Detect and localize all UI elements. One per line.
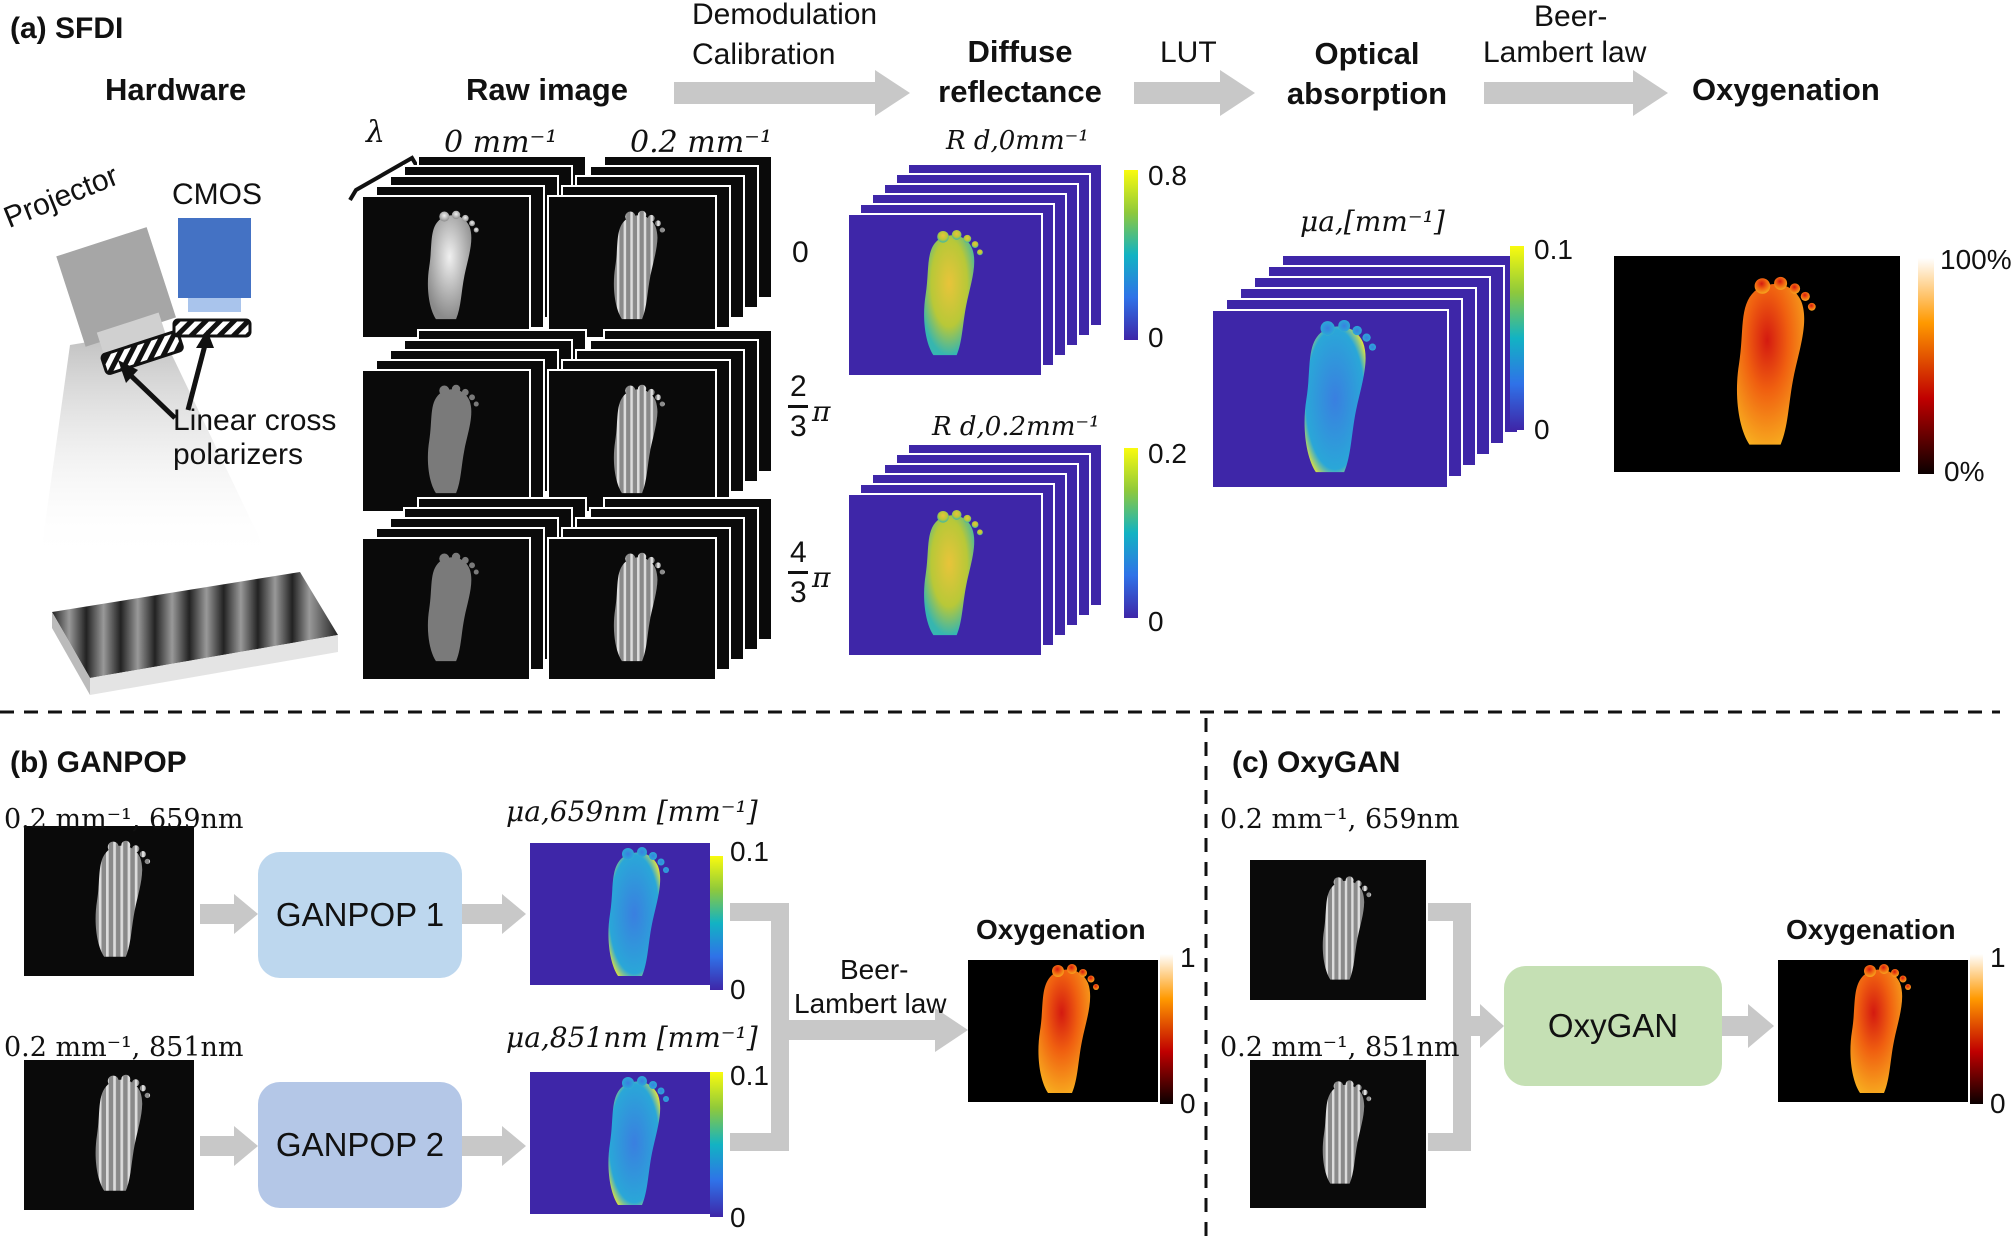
ganpop-beer-label: Beer- xyxy=(840,954,909,985)
mua-stack xyxy=(1211,254,1519,489)
header-hardware: Hardware xyxy=(105,72,247,107)
arrow-lut xyxy=(1134,70,1255,116)
polarizers-label-2: polarizers xyxy=(173,438,304,471)
panel-b-title: (b) GANPOP xyxy=(10,746,187,779)
phase-label-4-den: 3 xyxy=(790,576,807,609)
ganpop-oxy-title: Oxygenation xyxy=(976,914,1146,945)
header-raw-image: Raw image xyxy=(466,72,628,107)
phase-label-4-num: 4 xyxy=(790,536,807,569)
freq-label-0: 0 mm⁻¹ xyxy=(444,125,558,160)
diffuse-stack-02 xyxy=(847,443,1103,657)
ganpop-input1-label: 0.2 mm⁻¹, 659nm xyxy=(4,804,244,835)
polarizers-label-1: Linear cross xyxy=(173,404,337,437)
phase-label-4-bar xyxy=(788,571,808,574)
arrow-label-lambert: Lambert law xyxy=(1483,36,1647,69)
colorbar-rd0 xyxy=(1124,170,1138,340)
colorbar-oxy-a xyxy=(1918,258,1934,474)
rd0-max: 0.8 xyxy=(1148,160,1187,191)
freq-label-02: 0.2 mm⁻¹ xyxy=(630,125,773,160)
phase-label-4-pi: π xyxy=(812,561,831,594)
arrow-label-calibration: Calibration xyxy=(692,38,836,71)
ganpop-1-box: GANPOP 1 xyxy=(258,852,462,978)
phase-label-0: 0 xyxy=(792,236,809,269)
ganpop-out2-max: 0.1 xyxy=(730,1060,769,1091)
ganpop-graphics xyxy=(24,826,1173,1217)
rd02-label: R d,0.2mm⁻¹ xyxy=(932,412,1100,442)
diffuse-stack-0 xyxy=(847,163,1103,377)
oxy-a-min: 0% xyxy=(1944,456,1985,487)
phase-label-2-bar xyxy=(788,405,808,408)
oxygan-oxy-title: Oxygenation xyxy=(1786,914,1956,945)
ganpop-out1-min: 0 xyxy=(730,974,746,1005)
header-diffuse: Diffuse reflectance xyxy=(938,34,1102,109)
phase-label-2-pi: π xyxy=(812,395,831,428)
colorbar-mua xyxy=(1510,246,1524,430)
phase-label-2-num: 2 xyxy=(790,370,807,403)
arrow-label-lut: LUT xyxy=(1160,36,1217,69)
arrow-label-beer: Beer- xyxy=(1534,0,1608,33)
cmos-label: CMOS xyxy=(172,178,262,211)
rd0-min: 0 xyxy=(1148,322,1164,353)
panel-c-title: (c) OxyGAN xyxy=(1232,746,1401,779)
rd02-min: 0 xyxy=(1148,606,1164,637)
oxygan-input1-label: 0.2 mm⁻¹, 659nm xyxy=(1220,804,1460,835)
phase-label-2-den: 3 xyxy=(790,410,807,443)
ganpop-input2-label: 0.2 mm⁻¹, 851nm xyxy=(4,1032,244,1063)
ganpop-out2-label: μa,851nm [mm⁻¹] xyxy=(506,1021,758,1054)
ganpop-oxy-max: 1 xyxy=(1180,942,1196,973)
oxy-a-max: 100% xyxy=(1940,244,2012,275)
mua-max: 0.1 xyxy=(1534,234,1573,265)
lambda-label: λ xyxy=(366,115,386,150)
header-oxygenation: Oxygenation xyxy=(1692,72,1880,107)
arrow-beer-lambert xyxy=(1484,70,1668,116)
ganpop-2-box: GANPOP 2 xyxy=(258,1082,462,1208)
arrow-label-demodulation: Demodulation xyxy=(692,0,878,31)
ganpop-oxy-min: 0 xyxy=(1180,1088,1196,1119)
mua-label: μa,[mm⁻¹] xyxy=(1300,205,1445,238)
ganpop-lambert-label: Lambert law xyxy=(794,988,947,1019)
hardware-illustration xyxy=(40,218,338,695)
rd0-label: R d,0mm⁻¹ xyxy=(946,126,1089,156)
oxygan-oxy-min: 0 xyxy=(1990,1088,2006,1119)
ganpop-out1-label: μa,659nm [mm⁻¹] xyxy=(506,795,758,828)
oxygan-input2-label: 0.2 mm⁻¹, 851nm xyxy=(1220,1032,1460,1063)
raw-image-stacks xyxy=(361,155,773,681)
ganpop-out2-min: 0 xyxy=(730,1202,746,1233)
panel-a-title: (a) SFDI xyxy=(10,12,124,45)
rd02-max: 0.2 xyxy=(1148,438,1187,469)
colorbar-rd02 xyxy=(1124,448,1138,618)
oxygan-box: OxyGAN xyxy=(1504,966,1722,1086)
mua-min: 0 xyxy=(1534,414,1550,445)
arrow-demodulation xyxy=(674,70,910,116)
oxygenation-image-a xyxy=(1614,256,1900,472)
header-optical: Optical absorption xyxy=(1286,36,1448,111)
ganpop-out1-max: 0.1 xyxy=(730,836,769,867)
oxygan-oxy-max: 1 xyxy=(1990,942,2006,973)
oxygan-graphics xyxy=(1250,860,1983,1208)
lambda-bracket xyxy=(348,155,420,202)
